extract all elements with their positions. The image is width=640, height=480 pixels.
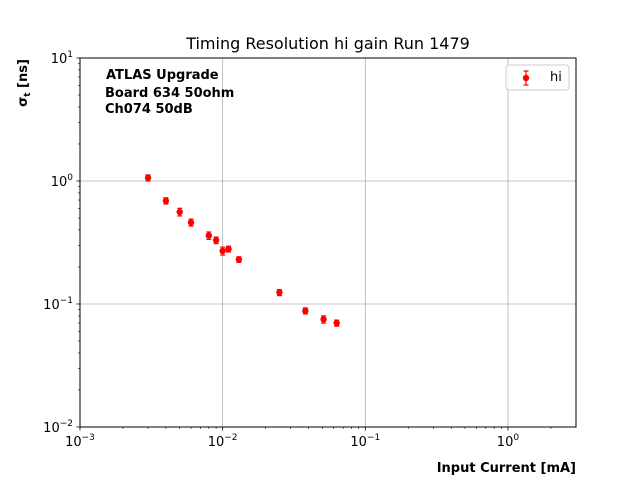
data-point — [176, 208, 183, 216]
data-points — [144, 174, 340, 327]
y-axis-label-unit: [ns] — [16, 59, 31, 92]
y-tick-label: 101 — [51, 50, 73, 67]
data-point — [162, 197, 170, 205]
y-tick-label: 10−1 — [43, 296, 73, 313]
data-point — [205, 232, 213, 239]
annotation-line-2: Board 634 50ohm — [105, 86, 234, 101]
annotation-line-1: ATLAS Upgrade — [106, 68, 219, 83]
x-tick-label: 100 — [497, 433, 520, 450]
y-axis-label-symbol: σ — [16, 97, 31, 107]
x-tick-labels: 10−3 10−2 10−1 100 — [65, 433, 519, 450]
data-point — [302, 307, 309, 315]
plot-frame — [79, 57, 577, 428]
legend-entry-hi: hi — [550, 70, 562, 85]
y-tick-labels: 10−2 10−1 100 101 — [43, 50, 73, 436]
data-point — [276, 289, 283, 296]
data-point — [212, 237, 220, 244]
x-tick-label: 10−3 — [65, 433, 95, 450]
legend-box — [505, 64, 570, 91]
legend: hi — [505, 64, 570, 91]
data-point — [333, 319, 340, 327]
data-point — [225, 245, 232, 253]
y-axis-label: σt [ns] — [16, 59, 33, 107]
data-point — [235, 256, 243, 263]
major-ticks — [76, 57, 509, 431]
annotation: ATLAS Upgrade Board 634 50ohm Ch074 50dB — [105, 68, 234, 117]
data-point — [320, 316, 327, 323]
y-tick-label: 100 — [51, 173, 74, 190]
x-axis-label: Input Current [mA] — [437, 461, 576, 476]
data-point — [187, 219, 195, 226]
x-tick-label: 10−2 — [208, 433, 238, 450]
plot-background — [80, 58, 576, 427]
annotation-line-3: Ch074 50dB — [105, 102, 193, 117]
chart-title: Timing Resolution hi gain Run 1479 — [185, 34, 470, 53]
y-tick-label: 10−2 — [43, 419, 73, 436]
data-point — [144, 174, 152, 182]
y-axis-label-subscript: t — [23, 92, 33, 97]
data-point — [219, 247, 226, 255]
x-tick-label: 10−1 — [350, 433, 380, 450]
legend-marker — [522, 74, 530, 82]
